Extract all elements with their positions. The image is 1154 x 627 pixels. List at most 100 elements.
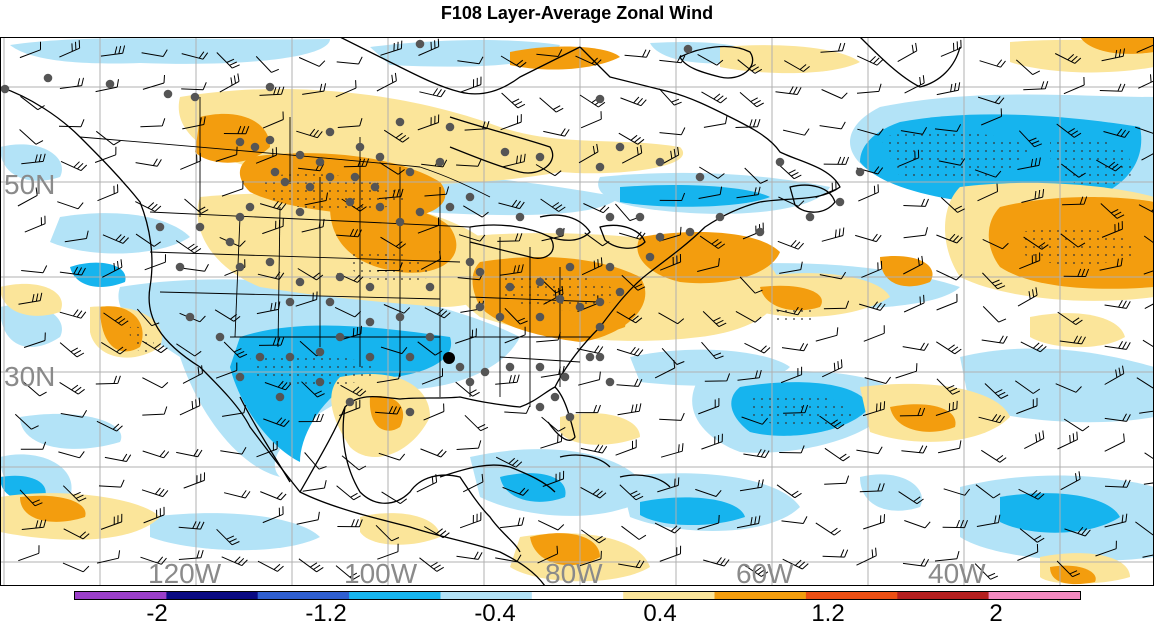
station-dot bbox=[496, 313, 505, 322]
station-dot bbox=[806, 213, 815, 222]
station-dot bbox=[856, 168, 865, 177]
station-dot bbox=[351, 173, 360, 182]
lon-label-60w: 60W bbox=[736, 558, 794, 586]
map-canvas: 50N 30N 120W 100W 80W 60W 40W bbox=[0, 37, 1154, 586]
station-dot bbox=[346, 198, 355, 207]
colorbar-swatch bbox=[441, 592, 533, 599]
station-dot bbox=[281, 178, 290, 187]
station-dot bbox=[561, 373, 570, 382]
map-panel: 50N 30N 120W 100W 80W 60W 40W bbox=[0, 37, 1154, 586]
station-dot bbox=[406, 353, 415, 362]
station-dot bbox=[396, 313, 405, 322]
station-dot bbox=[366, 353, 375, 362]
colorbar-tick-label: 1.2 bbox=[811, 600, 844, 622]
station-dot bbox=[656, 158, 665, 167]
station-dot bbox=[576, 303, 585, 312]
colorbar-swatch bbox=[532, 592, 624, 599]
station-dot bbox=[606, 263, 615, 272]
station-dot bbox=[256, 353, 265, 362]
station-dot bbox=[466, 258, 475, 267]
station-dot bbox=[596, 298, 605, 307]
station-dot bbox=[266, 136, 275, 145]
colorbar-swatch bbox=[715, 592, 807, 599]
station-dot bbox=[296, 208, 305, 217]
station-dot bbox=[106, 80, 115, 89]
station-dot bbox=[226, 238, 235, 247]
station-dot bbox=[236, 373, 245, 382]
station-dot bbox=[566, 413, 575, 422]
station-dot bbox=[456, 363, 465, 372]
lat-label-50n: 50N bbox=[4, 169, 55, 200]
station-dot bbox=[316, 158, 325, 167]
station-dot bbox=[476, 268, 485, 277]
station-dot bbox=[756, 228, 765, 237]
colorbar-swatch bbox=[897, 592, 989, 599]
station-dot bbox=[236, 138, 245, 147]
station-dot bbox=[296, 151, 305, 160]
lat-label-30n: 30N bbox=[4, 361, 55, 392]
station-dot bbox=[296, 278, 305, 287]
colorbar-swatch bbox=[623, 592, 715, 599]
station-dot bbox=[191, 93, 200, 102]
station-dot bbox=[186, 313, 195, 322]
station-dot bbox=[606, 213, 615, 222]
station-dot bbox=[596, 163, 605, 172]
station-dot bbox=[276, 393, 285, 402]
station-dot bbox=[416, 40, 425, 49]
lon-label-80w: 80W bbox=[545, 558, 603, 586]
station-dot bbox=[506, 363, 515, 372]
station-dot bbox=[164, 90, 173, 99]
station-dot bbox=[501, 148, 510, 157]
station-dot bbox=[336, 333, 345, 342]
station-dot bbox=[646, 253, 655, 262]
station-dot bbox=[406, 408, 415, 417]
station-dot bbox=[426, 333, 435, 342]
colorbar-tick-label: -2 bbox=[146, 600, 167, 622]
station-dot bbox=[306, 183, 315, 192]
station-dot bbox=[481, 368, 490, 377]
station-dot bbox=[596, 95, 605, 104]
station-dot bbox=[406, 168, 415, 177]
station-dot bbox=[516, 213, 525, 222]
station-dot bbox=[556, 228, 565, 237]
station-dot bbox=[336, 273, 345, 282]
station-dot bbox=[416, 208, 425, 217]
colorbar: -2 -1.2 -0.4 0.4 1.2 2 bbox=[0, 588, 1154, 622]
lon-label-40w: 40W bbox=[928, 558, 986, 586]
station-dot bbox=[466, 378, 475, 387]
map-title: F108 Layer-Average Zonal Wind bbox=[0, 0, 1154, 30]
station-dot bbox=[606, 378, 615, 387]
station-dot bbox=[266, 83, 275, 92]
station-dot bbox=[1, 85, 10, 94]
colorbar-tick-label: 0.4 bbox=[643, 600, 676, 622]
station-dot bbox=[636, 213, 645, 222]
station-dot bbox=[426, 283, 435, 292]
station-dot bbox=[266, 258, 275, 267]
station-dot bbox=[586, 353, 595, 362]
colorbar-canvas: -2 -1.2 -0.4 0.4 1.2 2 bbox=[0, 588, 1154, 622]
station-dot bbox=[556, 295, 565, 304]
station-dot bbox=[536, 313, 545, 322]
station-dot bbox=[316, 348, 325, 357]
station-dot bbox=[236, 213, 245, 222]
colorbar-swatch bbox=[349, 592, 441, 599]
station-dot bbox=[196, 223, 205, 232]
colorbar-swatch bbox=[258, 592, 350, 599]
colorbar-swatch bbox=[166, 592, 258, 599]
station-dot bbox=[656, 233, 665, 242]
station-dot bbox=[396, 218, 405, 227]
station-dot bbox=[566, 263, 575, 272]
station-dot bbox=[326, 128, 335, 137]
station-dot bbox=[371, 183, 380, 192]
station-dot bbox=[436, 158, 445, 167]
station-dot bbox=[686, 228, 695, 237]
lon-label-120w: 120W bbox=[148, 558, 222, 586]
colorbar-swatch bbox=[75, 592, 167, 599]
station-dot bbox=[176, 263, 185, 272]
colorbar-tick-label: 2 bbox=[989, 600, 1002, 622]
station-dot bbox=[271, 168, 280, 177]
station-dot bbox=[506, 283, 515, 292]
colorbar-tick-label: -0.4 bbox=[474, 600, 515, 622]
station-dot bbox=[44, 74, 53, 83]
station-dot bbox=[376, 203, 385, 212]
